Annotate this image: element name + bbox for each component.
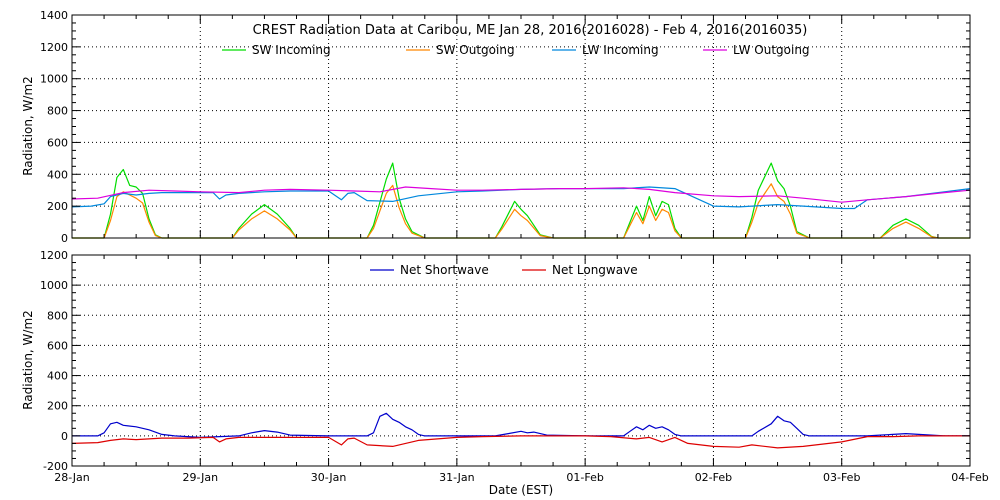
series-line-lw-outgoing [71, 186, 971, 203]
y-tick-label: 200 [47, 200, 68, 213]
y-tick-label: 1400 [40, 9, 68, 22]
y-tick-label: 800 [47, 105, 68, 118]
x-tick-label: 02-Feb [695, 471, 732, 484]
y-tick-label: 1200 [40, 41, 68, 54]
legend-label: SW Outgoing [436, 43, 515, 57]
series-line-lw-incoming [71, 186, 971, 210]
bottom-panel-series [71, 412, 970, 449]
y-tick-label: 600 [47, 136, 68, 149]
legend-label: LW Incoming [582, 43, 659, 57]
series-line-net-longwave [71, 435, 970, 449]
legend-label: SW Incoming [252, 43, 331, 57]
top-panel-ylabel: Radiation, W/m2 [21, 76, 35, 176]
bottom-panel: -200 0 200 400 600 800 1000 1200 Radiation, W/m… [21, 249, 989, 497]
top-panel-ticks: 0 200 400 600 800 1000 1200 1400 [40, 9, 971, 245]
y-tick-label: 0 [61, 232, 68, 245]
x-axis-title: Date (EST) [489, 483, 553, 497]
y-tick-label: 1200 [40, 249, 68, 262]
x-tick-label: 03-Feb [823, 471, 860, 484]
bottom-panel-ylabel: Radiation, W/m2 [21, 310, 35, 410]
top-panel-grid [72, 15, 970, 238]
y-tick-label: 400 [47, 168, 68, 181]
y-tick-label: 600 [47, 339, 68, 352]
x-tick-labels: 28-Jan 29-Jan 30-Jan 31-Jan 01-Feb 02-Feb 03-F… [54, 471, 989, 484]
y-tick-label: -200 [43, 460, 68, 473]
top-panel-legend: SW Incoming SW Outgoing LW Incoming LW Outg… [222, 43, 810, 57]
x-tick-label: 28-Jan [54, 471, 90, 484]
bottom-panel-legend: Net Shortwave Net Longwave [370, 263, 638, 277]
x-tick-label: 04-Feb [951, 471, 988, 484]
x-tick-label: 30-Jan [311, 471, 347, 484]
y-tick-label: 1000 [40, 279, 68, 292]
x-tick-label: 29-Jan [183, 471, 219, 484]
top-panel: 0 200 400 600 800 1000 1200 1400 CREST Radiatio… [21, 9, 971, 245]
bottom-panel-ticks: -200 0 200 400 600 800 1000 1200 [40, 249, 971, 473]
series-line-net-shortwave [72, 412, 970, 438]
y-tick-label: 800 [47, 309, 68, 322]
x-tick-label: 31-Jan [439, 471, 475, 484]
legend-label: Net Longwave [552, 263, 638, 277]
y-tick-label: 1000 [40, 73, 68, 86]
y-tick-label: 200 [47, 400, 68, 413]
chart-title: CREST Radiation Data at Caribou, ME Jan … [253, 23, 808, 38]
legend-label: Net Shortwave [400, 263, 489, 277]
y-tick-label: 400 [47, 370, 68, 383]
y-tick-label: 0 [61, 430, 68, 443]
legend-label: LW Outgoing [733, 43, 810, 57]
x-tick-label: 01-Feb [566, 471, 603, 484]
